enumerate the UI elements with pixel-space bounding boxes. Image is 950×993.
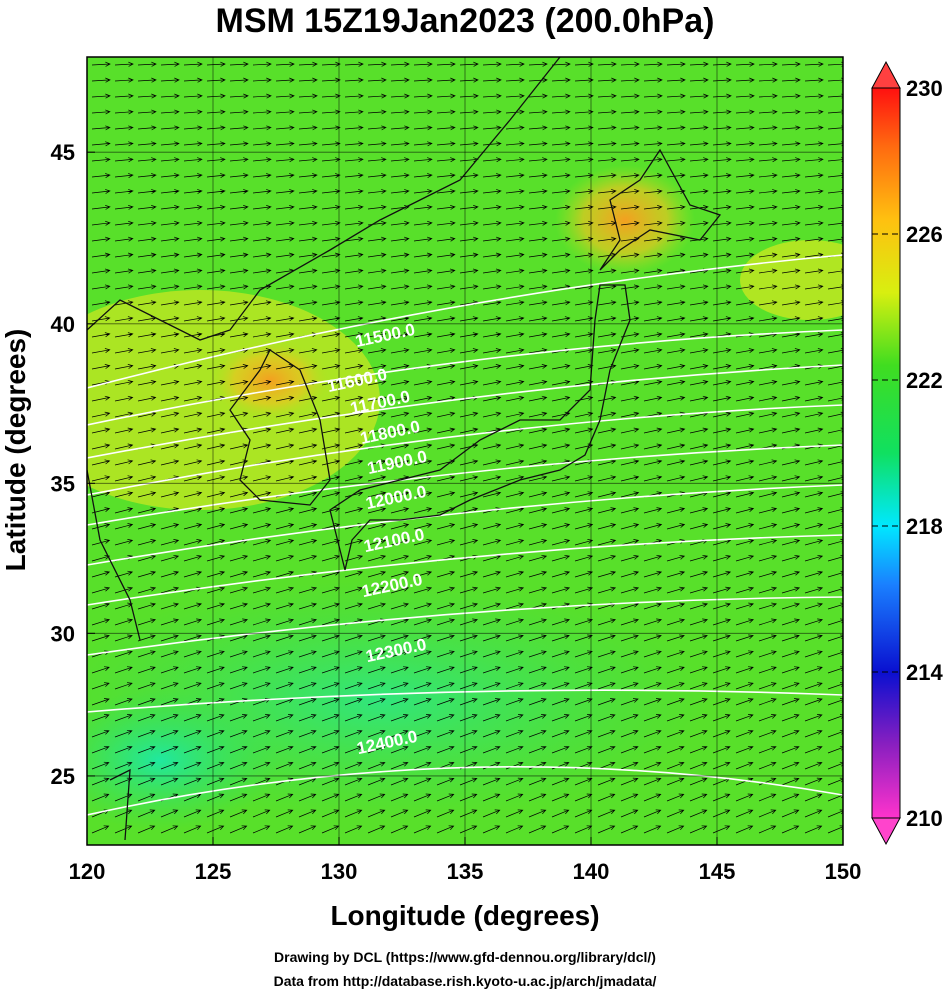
x-tick-label: 135 (447, 859, 484, 884)
colorbar-tick-label: 210 (906, 806, 943, 831)
colorbar-tick-label: 218 (906, 514, 943, 539)
y-tick-label: 25 (51, 764, 75, 789)
contour (87, 534, 843, 606)
credit: Drawing by DCL (https://www.gfd-dennou.o… (274, 949, 656, 965)
x-tick-label: 125 (195, 859, 232, 884)
y-tick-label: 45 (51, 140, 75, 165)
colorbar-tick-label: 226 (906, 222, 943, 247)
x-tick-label: 150 (825, 859, 862, 884)
y-axis-label: Latitude (degrees) (0, 329, 31, 572)
map-area: 11500.011600.011700.011800.011900.012000… (87, 57, 843, 845)
contour (87, 254, 843, 389)
contour (87, 484, 843, 566)
contour (87, 404, 843, 496)
x-tick-label: 120 (69, 859, 106, 884)
x-tick-label: 140 (573, 859, 610, 884)
warm-area (555, 165, 695, 275)
credit: Data from http://database.rish.kyoto-u.a… (274, 973, 657, 989)
colorbar (871, 87, 901, 819)
contour (87, 444, 843, 526)
coastline (87, 469, 141, 641)
contour (87, 766, 843, 816)
x-axis-label: Longitude (degrees) (330, 900, 599, 931)
warm-area (740, 240, 843, 320)
wind-arrows (91, 61, 843, 834)
colorbar-over (871, 60, 901, 89)
coastline (87, 57, 561, 341)
coastline (109, 768, 131, 841)
colorbar-tick-label: 230 (906, 76, 943, 101)
y-tick-label: 40 (51, 312, 75, 337)
colorbar-tick-label: 214 (906, 660, 943, 685)
x-tick-label: 130 (321, 859, 358, 884)
coastline (599, 148, 722, 271)
x-tick-label: 145 (699, 859, 736, 884)
coastline (329, 284, 631, 571)
contour (87, 329, 843, 426)
warm-area (210, 340, 330, 420)
colorbar-under (871, 817, 901, 846)
cool-area (87, 690, 280, 830)
y-tick-label: 35 (51, 471, 75, 496)
colorbar-tick-label: 222 (906, 368, 943, 393)
coastline (229, 349, 331, 506)
contour (87, 596, 843, 656)
y-tick-label: 30 (51, 621, 75, 646)
grid (87, 57, 843, 845)
title: MSM 15Z19Jan2023 (200.0hPa) (216, 2, 715, 40)
contour (87, 689, 843, 713)
contour (87, 364, 843, 459)
